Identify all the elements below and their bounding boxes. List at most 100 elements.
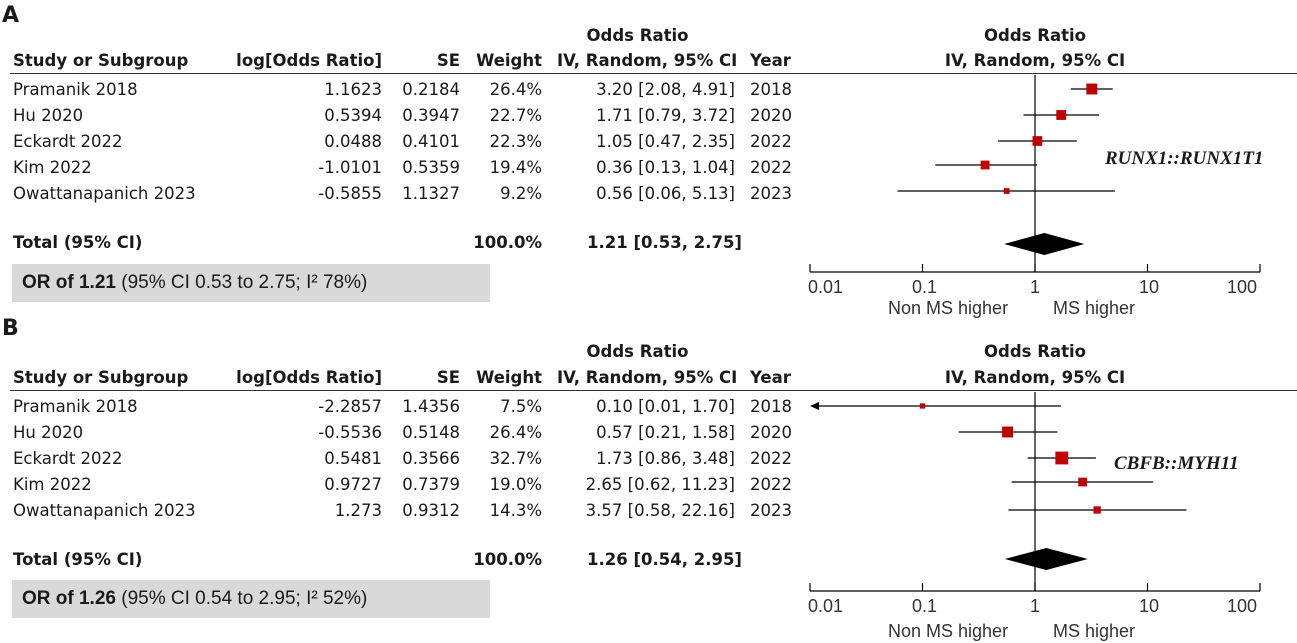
total-weight: 100.0%	[473, 550, 542, 569]
log-odds-ratio: -0.5855	[318, 184, 382, 203]
tick-label: 10	[1139, 596, 1160, 616]
study-weight: 7.5%	[500, 397, 542, 416]
odds-ratio-ci: 1.73 [0.86, 3.48]	[596, 449, 735, 468]
study-marker	[1078, 477, 1087, 487]
study-year: 2022	[750, 475, 792, 494]
tick-label: 10	[1139, 277, 1160, 297]
study-marker	[1056, 110, 1067, 120]
plot-subtitle: IV, Random, 95% CI	[944, 368, 1126, 387]
header-year: Year	[750, 368, 791, 387]
study-marker	[1032, 136, 1043, 146]
study-name: Hu 2020	[13, 423, 84, 442]
forest-plot-a	[809, 75, 1261, 273]
header-se: SE	[436, 368, 460, 387]
study-name: Owattanapanich 2023	[13, 501, 196, 520]
odds-ratio-ci: 2.65 [0.62, 11.23]	[585, 475, 735, 494]
log-odds-ratio: -1.0101	[318, 158, 382, 177]
study-marker	[1093, 506, 1101, 514]
study-marker	[980, 160, 990, 170]
study-marker	[1002, 426, 1013, 438]
odds-ratio-ci: 1.05 [0.47, 2.35]	[596, 132, 735, 151]
log-odds-ratio: 1.1623	[324, 80, 382, 99]
axis-left-label: Non MS higher	[888, 298, 1009, 318]
study-name: Kim 2022	[13, 158, 92, 177]
ci-arrow-left	[810, 402, 819, 410]
axis-right-label: MS higher	[1053, 298, 1136, 318]
standard-error: 1.4356	[402, 397, 460, 416]
standard-error: 0.3566	[402, 449, 460, 468]
study-year: 2018	[750, 80, 792, 99]
summary-text: OR of 1.26 (95% CI 0.54 to 2.95; I² 52%)	[22, 588, 367, 610]
study-name: Eckardt 2022	[13, 132, 123, 151]
study-year: 2023	[750, 184, 792, 203]
panel-letter: A	[2, 3, 20, 28]
log-odds-ratio: 1.273	[334, 501, 382, 520]
standard-error: 0.5359	[402, 158, 460, 177]
tick-label: 100	[1227, 596, 1258, 616]
header-weight: Weight	[476, 368, 542, 387]
study-name: Pramanik 2018	[13, 397, 138, 416]
study-year: 2023	[750, 501, 792, 520]
header-weight: Weight	[476, 51, 542, 70]
study-marker	[1003, 188, 1010, 194]
standard-error: 0.4101	[402, 132, 460, 151]
odds-ratio-ci: 0.10 [0.01, 1.70]	[596, 397, 735, 416]
study-name: Owattanapanich 2023	[13, 184, 196, 203]
odds-ratio-ci: 1.71 [0.79, 3.72]	[596, 106, 735, 125]
log-odds-ratio: 0.5394	[324, 106, 382, 125]
forest-panel-b: B Odds Ratio Odds Ratio Study or Subgrou…	[0, 316, 1297, 641]
study-weight: 32.7%	[489, 449, 542, 468]
plot-title: Odds Ratio	[984, 342, 1086, 361]
header-rule	[10, 73, 1297, 74]
header-se: SE	[436, 51, 460, 70]
total-odds-ratio-ci: 1.21 [0.53, 2.75]	[587, 233, 742, 252]
study-marker	[1086, 83, 1098, 95]
header-rule	[10, 390, 1297, 391]
summary-bold: OR of 1.21	[22, 272, 116, 293]
tick-label: 0.01	[808, 277, 844, 297]
study-name: Kim 2022	[13, 475, 92, 494]
summary-bold: OR of 1.26	[22, 588, 116, 609]
tick-label: 0.1	[912, 596, 938, 616]
header-study: Study or Subgroup	[13, 51, 189, 70]
study-year: 2022	[750, 449, 792, 468]
log-odds-ratio: 0.5481	[324, 449, 382, 468]
header-or-ci: IV, Random, 95% CI	[557, 51, 738, 70]
header-year: Year	[750, 51, 791, 70]
or-column-title: Odds Ratio	[586, 342, 689, 361]
plot-title: Odds Ratio	[984, 26, 1086, 45]
odds-ratio-ci: 3.20 [2.08, 4.91]	[596, 80, 735, 99]
study-marker	[1055, 451, 1069, 465]
standard-error: 0.7379	[402, 475, 460, 494]
header-study: Study or Subgroup	[13, 368, 189, 387]
summary-box: OR of 1.21 (95% CI 0.53 to 2.75; I² 78%)	[12, 264, 490, 302]
standard-error: 0.3947	[402, 106, 460, 125]
odds-ratio-ci: 0.56 [0.06, 5.13]	[596, 184, 735, 203]
odds-ratio-ci: 0.36 [0.13, 1.04]	[596, 158, 735, 177]
header-logor: log[Odds Ratio]	[236, 51, 382, 70]
study-name: Eckardt 2022	[13, 449, 123, 468]
study-year: 2022	[750, 158, 792, 177]
tick-label: 100	[1227, 277, 1258, 297]
standard-error: 0.9312	[402, 501, 460, 520]
gene-label: CBFB::MYH11	[1114, 453, 1239, 474]
log-odds-ratio: 0.9727	[324, 475, 382, 494]
summary-text: OR of 1.21 (95% CI 0.53 to 2.75; I² 78%)	[22, 272, 367, 294]
forest-panel-a: A Odds Ratio Odds Ratio Study or Subgrou…	[0, 0, 1297, 320]
study-year: 2018	[750, 397, 792, 416]
header-or-ci: IV, Random, 95% CI	[557, 368, 738, 387]
tick-label: 0.1	[912, 277, 938, 297]
study-weight: 19.0%	[489, 475, 542, 494]
total-odds-ratio-ci: 1.26 [0.54, 2.95]	[587, 550, 742, 569]
tick-label: 1	[1030, 596, 1041, 616]
pooled-diamond	[1003, 233, 1085, 255]
gene-label: RUNX1::RUNX1T1	[1105, 148, 1264, 169]
summary-detail: (95% CI 0.53 to 2.75; I² 78%)	[115, 272, 368, 293]
study-year: 2020	[750, 423, 792, 442]
study-weight: 9.2%	[500, 184, 542, 203]
total-label: Total (95% CI)	[13, 550, 143, 569]
standard-error: 1.1327	[402, 184, 460, 203]
study-year: 2020	[750, 106, 792, 125]
study-name: Pramanik 2018	[13, 80, 138, 99]
summary-detail: (95% CI 0.54 to 2.95; I² 52%)	[115, 588, 368, 609]
